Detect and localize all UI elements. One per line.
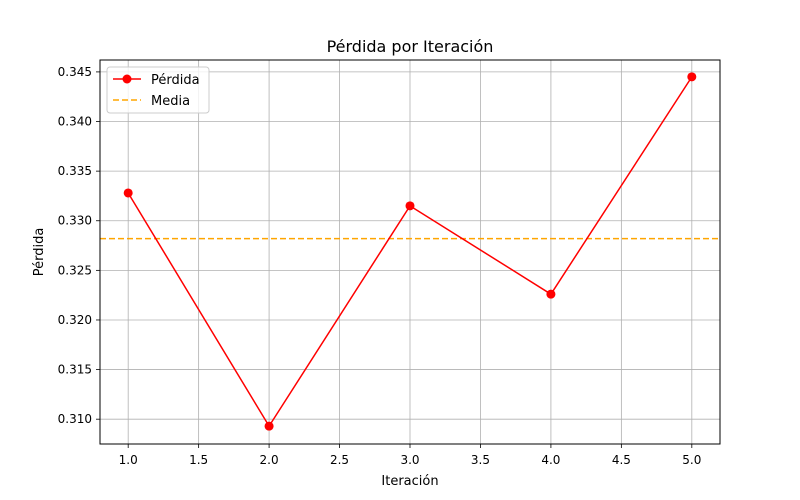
series (123, 72, 697, 431)
loss-data-point (405, 201, 415, 211)
x-tick-label: 3.0 (400, 453, 419, 467)
x-tick-label: 2.0 (260, 453, 279, 467)
loss-data-point (123, 188, 133, 198)
x-tick-label: 4.5 (612, 453, 631, 467)
x-tick-label: 1.5 (189, 453, 208, 467)
x-axis-ticks: 1.0 1.5 2.0 2.5 3.0 3.5 4.0 4.5 5.0 (119, 444, 701, 467)
chart-title: Pérdida por Iteración (327, 37, 494, 56)
y-axis-ticks: 0.310 0.315 0.320 0.325 0.330 0.335 0.340 0.345 (58, 65, 100, 426)
x-tick-label: 1.0 (119, 453, 138, 467)
x-tick-label: 5.0 (682, 453, 701, 467)
legend-marker-loss (122, 74, 132, 84)
y-tick-label: 0.315 (58, 363, 92, 377)
legend: Pérdida Media (106, 66, 210, 114)
y-tick-label: 0.340 (58, 115, 92, 129)
y-tick-label: 0.325 (58, 263, 92, 277)
legend-label-loss: Pérdida (151, 73, 200, 88)
y-tick-label: 0.330 (58, 214, 92, 228)
y-tick-label: 0.335 (58, 164, 92, 178)
y-tick-label: 0.310 (58, 412, 92, 426)
y-axis-label: Pérdida (32, 228, 47, 277)
grid (100, 60, 720, 444)
x-tick-label: 3.5 (471, 453, 490, 467)
loss-data-point (546, 289, 556, 299)
x-tick-label: 4.0 (541, 453, 560, 467)
loss-data-point (264, 421, 274, 431)
loss-data-point (687, 72, 697, 82)
y-tick-label: 0.320 (58, 313, 92, 327)
x-tick-label: 2.5 (330, 453, 349, 467)
x-axis-label: Iteración (381, 474, 438, 489)
y-tick-label: 0.345 (58, 65, 92, 79)
legend-label-mean: Media (151, 94, 190, 109)
